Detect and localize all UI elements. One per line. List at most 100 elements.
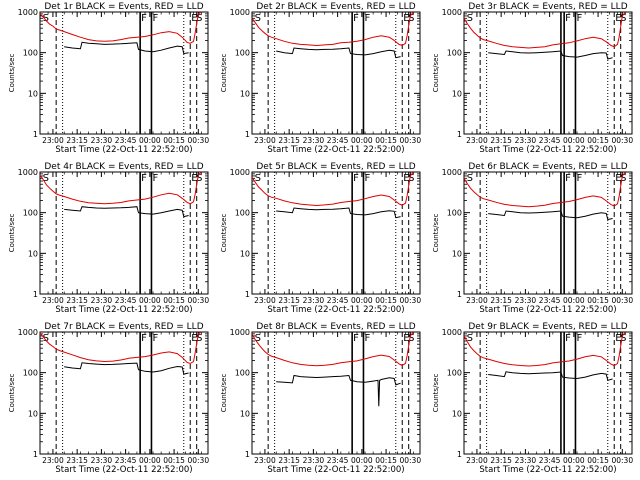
x-tick-label: 00:30: [611, 136, 633, 145]
y-tick-label: 100: [23, 209, 38, 218]
x-tick-label: 00:15: [163, 456, 185, 465]
plot-frame: [463, 171, 633, 295]
y-tick-label: 100: [23, 369, 38, 378]
x-tick-label: 00:00: [139, 456, 161, 465]
x-tick-label: 00:15: [375, 456, 397, 465]
x-tick-label: 00:30: [187, 296, 209, 305]
series-line-lld: [251, 331, 414, 367]
x-tick-label: 23:00: [42, 456, 64, 465]
series-line-events: [488, 210, 613, 221]
y-tick-label: 10: [452, 249, 462, 258]
y-tick-label: 10: [28, 249, 38, 258]
x-tick-label: 00:30: [611, 296, 633, 305]
chart-panel-8: Det 8r BLACK = Events, RED = LLD 1 10 100 10…: [220, 322, 421, 475]
series-line-lld: [463, 171, 626, 208]
x-tick-label: 23:30: [91, 456, 113, 465]
y-tick-label: 1000: [230, 328, 250, 337]
y-tick-label: 1000: [230, 168, 250, 177]
x-tick-label: 23:30: [515, 136, 537, 145]
x-tick-label: 23:45: [115, 456, 137, 465]
series-line-events: [64, 362, 189, 375]
y-axis-label: Counts/sec: [220, 54, 228, 93]
event-marker: S: [620, 13, 626, 24]
event-marker: F: [141, 13, 147, 24]
x-tick-label: 00:00: [351, 296, 373, 305]
y-tick-label: 1000: [442, 328, 462, 337]
x-tick-label: 23:00: [466, 136, 488, 145]
chart-title: Det 5r BLACK = Events, RED = LLD: [256, 162, 415, 172]
event-marker: S: [255, 13, 261, 24]
event-marker: S: [43, 13, 49, 24]
y-tick-label: 1: [457, 450, 462, 459]
chart-title: Det 7r BLACK = Events, RED = LLD: [44, 322, 203, 332]
event-marker: E: [403, 333, 409, 344]
y-tick-label: 100: [23, 49, 38, 58]
x-tick-label: 23:45: [327, 296, 349, 305]
x-tick-label: 23:15: [66, 296, 88, 305]
series-line-events: [64, 41, 189, 55]
x-tick-label: 00:15: [375, 296, 397, 305]
x-axis-label: Start Time (22-Oct-11 22:52:00): [55, 465, 192, 475]
event-marker: F: [576, 13, 582, 24]
x-tick-label: 23:30: [515, 296, 537, 305]
y-tick-label: 10: [240, 249, 250, 258]
series-line-lld: [463, 11, 626, 49]
event-marker: E: [403, 13, 409, 24]
x-axis-label: Start Time (22-Oct-11 22:52:00): [267, 145, 404, 155]
y-tick-label: 1000: [442, 168, 462, 177]
y-axis-label: Counts/sec: [220, 214, 228, 253]
series-line-lld: [251, 11, 414, 47]
x-tick-label: 00:00: [139, 136, 161, 145]
series-line-lld: [39, 331, 202, 365]
x-tick-label: 23:30: [303, 296, 325, 305]
chart-panel-6: Det 6r BLACK = Events, RED = LLD 1 10 100 10…: [432, 162, 633, 315]
x-tick-label: 23:15: [490, 456, 512, 465]
x-tick-label: 00:00: [563, 296, 585, 305]
x-tick-label: 23:00: [254, 296, 276, 305]
x-tick-label: 00:30: [399, 136, 421, 145]
x-tick-label: 00:30: [187, 456, 209, 465]
event-marker: E: [615, 13, 621, 24]
x-tick-label: 23:00: [42, 136, 64, 145]
event-marker: F: [364, 173, 370, 184]
x-tick-label: 23:45: [539, 456, 561, 465]
x-tick-label: 23:45: [539, 296, 561, 305]
y-tick-label: 1: [245, 130, 250, 139]
y-tick-label: 10: [452, 409, 462, 418]
x-tick-label: 23:45: [115, 296, 137, 305]
chart-title: Det 9r BLACK = Events, RED = LLD: [468, 322, 627, 332]
event-marker: S: [467, 173, 473, 184]
y-tick-label: 10: [240, 409, 250, 418]
x-axis-label: Start Time (22-Oct-11 22:52:00): [55, 305, 192, 315]
event-marker: F: [152, 173, 158, 184]
series-line-events: [276, 47, 401, 59]
y-tick-label: 1000: [18, 168, 38, 177]
series-line-events: [488, 50, 613, 60]
y-tick-label: 1: [457, 130, 462, 139]
y-tick-label: 100: [235, 369, 250, 378]
event-marker: F: [152, 13, 158, 24]
event-marker: S: [255, 173, 261, 184]
event-marker: E: [191, 333, 197, 344]
x-tick-label: 23:00: [254, 456, 276, 465]
plot-frame: [39, 331, 209, 455]
y-tick-label: 100: [447, 209, 462, 218]
y-tick-label: 100: [447, 369, 462, 378]
y-tick-label: 10: [28, 409, 38, 418]
x-tick-label: 23:00: [466, 296, 488, 305]
event-marker: S: [43, 173, 49, 184]
y-axis-label: Counts/sec: [8, 214, 16, 253]
plot-frame: [463, 11, 633, 135]
plot-frame: [463, 331, 633, 455]
y-tick-label: 1: [33, 130, 38, 139]
x-axis-label: Start Time (22-Oct-11 22:52:00): [479, 465, 616, 475]
y-tick-label: 1000: [230, 8, 250, 17]
chart-title: Det 1r BLACK = Events, RED = LLD: [44, 2, 203, 12]
x-tick-label: 23:30: [303, 456, 325, 465]
event-marker: S: [43, 333, 49, 344]
x-tick-label: 00:30: [399, 456, 421, 465]
y-tick-label: 100: [235, 209, 250, 218]
y-tick-label: 1000: [442, 8, 462, 17]
x-tick-label: 23:45: [115, 136, 137, 145]
y-tick-label: 1: [245, 290, 250, 299]
